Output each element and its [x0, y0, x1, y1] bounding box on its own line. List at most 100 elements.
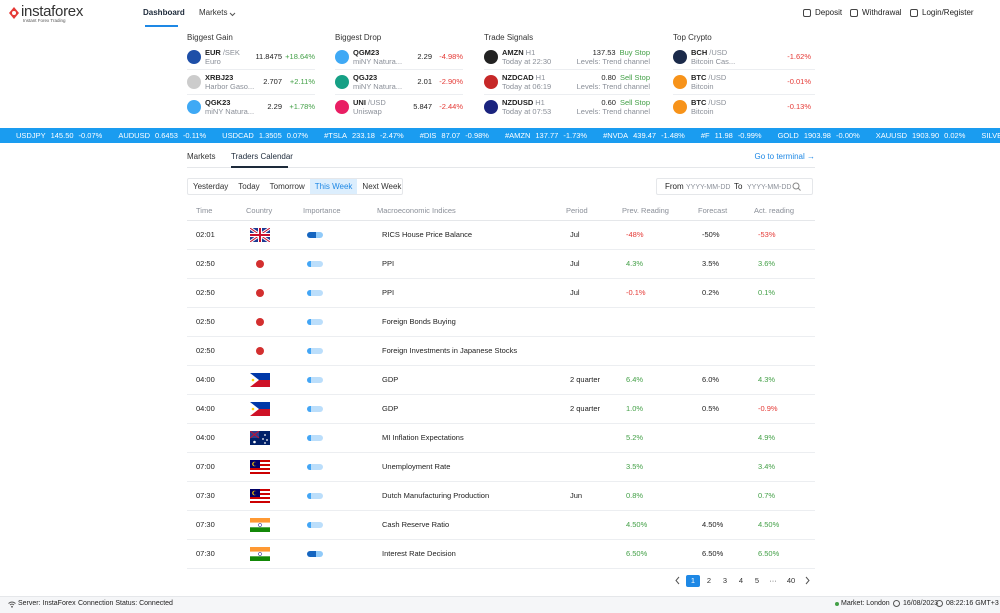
asset-symbol: UNI: [353, 98, 366, 107]
ticker-item[interactable]: USDCAD 1.3505 0.07%: [222, 131, 308, 141]
ticker-item[interactable]: #F 11.98 -0.99%: [701, 131, 762, 141]
asset-name: miNY Natura...: [353, 56, 403, 66]
row-indicator[interactable]: Foreign Investments in Japanese Stocks: [382, 346, 518, 355]
importance-toggle: [307, 348, 323, 354]
icon-shape: [250, 497, 270, 499]
row-indicator[interactable]: GDP: [382, 404, 399, 413]
ticker-item[interactable]: #NVDA 439.47 -1.48%: [603, 131, 685, 141]
header-action[interactable]: Deposit: [815, 8, 843, 17]
date-range[interactable]: [656, 178, 813, 195]
ticker-item[interactable]: GOLD 1903.98 -0.00%: [778, 131, 860, 141]
row-forecast: 3.5%: [702, 259, 720, 268]
page-prev[interactable]: [674, 576, 681, 588]
nav-link[interactable]: Markets: [199, 8, 228, 17]
terminal-link[interactable]: Go to terminal →: [754, 152, 815, 161]
tab-active-underline: [231, 166, 288, 168]
row-divider: [187, 394, 815, 395]
row-time: 04:00: [196, 375, 215, 384]
row-indicator[interactable]: Cash Reserve Ratio: [382, 520, 450, 529]
ticker-item[interactable]: #TSLA 233.18 -2.47%: [324, 131, 404, 141]
column-header: Prev. Reading: [622, 206, 669, 215]
row-time: 07:00: [196, 462, 215, 471]
icon-shape: [805, 576, 810, 585]
row-indicator[interactable]: Interest Rate Decision: [382, 549, 456, 558]
ticker-item[interactable]: AUDUSD 0.6453 -0.11%: [118, 131, 206, 141]
row-indicator[interactable]: PPI: [382, 288, 395, 297]
page-next[interactable]: [804, 576, 811, 588]
column-header: Time: [196, 206, 213, 215]
page-button[interactable]: 2: [706, 576, 712, 585]
row-time: 04:00: [196, 433, 215, 442]
asset-change: -1.62%: [787, 52, 811, 61]
from-label: From: [665, 182, 684, 191]
filter-button[interactable]: Tomorrow: [269, 182, 305, 191]
icon-shape: [258, 523, 262, 527]
page-button[interactable]: 40: [786, 576, 796, 585]
row-indicator[interactable]: Unemployment Rate: [382, 462, 451, 471]
row-divider: [187, 336, 815, 337]
row-divider: [335, 94, 463, 95]
asset-name: Euro: [205, 56, 221, 66]
row-period: 2 quarter: [570, 375, 601, 384]
ticker-change: -0.07%: [78, 130, 103, 140]
ticker-item[interactable]: USDJPY 145.50 -0.07%: [16, 131, 102, 141]
ticker-change: -1.48%: [661, 130, 685, 140]
page-button[interactable]: 5: [754, 576, 760, 585]
tagline: Instant Forex Trading: [23, 18, 66, 23]
header-action[interactable]: Login/Register: [922, 8, 974, 17]
header-action[interactable]: Withdrawal: [862, 8, 902, 17]
ticker-symbol: #F: [700, 130, 710, 140]
asset-symbol: BTC: [691, 98, 707, 107]
asset-icon: [335, 75, 349, 89]
ticker-symbol: #DIS: [419, 130, 437, 140]
signal-type: Sell Stop: [619, 73, 650, 82]
row-previous: 0.8%: [626, 491, 644, 500]
signal-row: 0.80 Sell Stop: [601, 73, 650, 83]
filter-button[interactable]: Today: [238, 182, 260, 191]
page-button[interactable]: ···: [769, 576, 777, 585]
row-indicator[interactable]: GDP: [382, 375, 399, 384]
logo: instaforex: [21, 3, 84, 20]
row-divider: [187, 278, 815, 279]
row-indicator[interactable]: RICS House Price Balance: [382, 230, 473, 239]
row-indicator[interactable]: PPI: [382, 259, 395, 268]
page-button[interactable]: 4: [738, 576, 744, 585]
icon-shape: [8, 601, 16, 606]
asset-icon: [673, 50, 687, 64]
filter-button[interactable]: Yesterday: [193, 182, 229, 191]
row-indicator[interactable]: Foreign Bonds Buying: [382, 317, 456, 326]
ticker-item[interactable]: #DIS 87.07 -0.98%: [420, 131, 489, 141]
importance-toggle: [307, 493, 323, 499]
icon-shape: [251, 407, 255, 411]
asset-change: +2.11%: [289, 77, 315, 86]
nav-link[interactable]: Dashboard: [143, 8, 185, 17]
icon: [249, 430, 270, 445]
ticker-symbol: #TSLA: [324, 130, 347, 140]
page-button[interactable]: 1: [686, 575, 700, 587]
ticker-item[interactable]: XAUUSD 1903.90 0.02%: [876, 131, 966, 141]
filter-button[interactable]: Next Week: [362, 182, 402, 191]
row-divider: [673, 94, 815, 95]
header-divider: [187, 220, 815, 221]
asset-change: -0.01%: [787, 77, 811, 86]
importance-toggle: [307, 551, 323, 557]
asset-symbol-row: QGJ23: [353, 73, 377, 83]
icon-shape: [250, 402, 270, 409]
asset-icon: [187, 75, 201, 89]
icon-shape: [250, 380, 270, 387]
ticker-change: -0.99%: [737, 130, 762, 140]
page-button[interactable]: 3: [722, 576, 728, 585]
row-indicator[interactable]: Dutch Manufacturing Production: [382, 491, 490, 500]
row-indicator[interactable]: MI Inflation Expectations: [382, 433, 464, 442]
tab[interactable]: Markets: [187, 152, 216, 161]
asset-quote: /SEK: [222, 48, 240, 57]
row-previous: 1.0%: [626, 404, 644, 413]
ticker-item[interactable]: SILVER: [981, 131, 1000, 141]
ticker-item[interactable]: #AMZN 137.77 -1.73%: [505, 131, 587, 141]
importance-toggle: [307, 522, 323, 528]
filter-button[interactable]: This Week: [309, 179, 358, 194]
icon: [250, 518, 270, 532]
asset-icon: [335, 100, 349, 114]
tab[interactable]: Traders Calendar: [231, 152, 293, 161]
